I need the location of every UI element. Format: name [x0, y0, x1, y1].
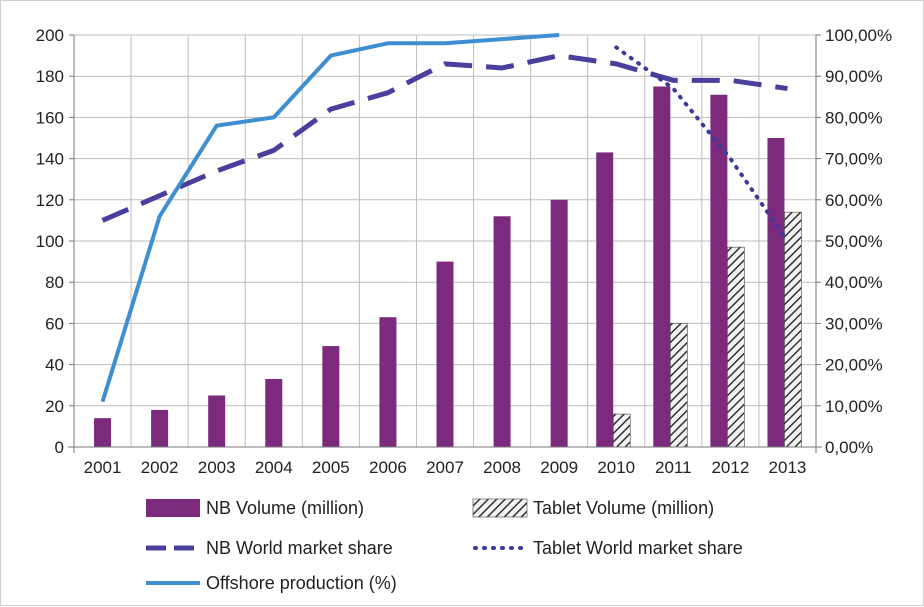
axis-layer: 0 20 40 60 80 100 120 140 160 180 200 0,00% 10,00% 20… [36, 26, 893, 477]
y-tick-label: 200 [36, 26, 64, 45]
bar-nb-volume [151, 409, 169, 447]
y2-tick-label: 80,00% [825, 108, 883, 127]
bar-layer [94, 86, 802, 448]
x-tick-label: 2007 [426, 458, 464, 477]
legend-swatch [146, 499, 200, 517]
legend-label: Offshore production (%) [206, 573, 397, 593]
bar-nb-volume [436, 261, 454, 447]
x-tick-label: 2013 [769, 458, 807, 477]
legend-item: Offshore production (%) [146, 573, 397, 593]
bar-nb-volume [94, 418, 112, 447]
y2-tick-label: 0,00% [825, 438, 873, 457]
y-tick-label: 80 [45, 273, 64, 292]
legend-label: Tablet Volume (million) [533, 498, 714, 518]
bar-nb-volume [208, 395, 226, 447]
x-tick-label: 2002 [141, 458, 179, 477]
bar-nb-volume [550, 199, 568, 447]
y2-tick-label: 30,00% [825, 314, 883, 333]
legend-swatch [472, 498, 528, 518]
bar-tablet-volume [784, 211, 802, 448]
x-tick-label: 2004 [255, 458, 293, 477]
x-tick-label: 2009 [540, 458, 578, 477]
bar-nb-volume [379, 317, 397, 447]
bar-tablet-volume [670, 323, 688, 448]
x-tick-label: 2010 [597, 458, 635, 477]
x-tick-label: 2005 [312, 458, 350, 477]
legend-label: Tablet World market share [533, 538, 743, 558]
y-tick-label: 40 [45, 356, 64, 375]
x-tick-label: 2012 [711, 458, 749, 477]
bar-nb-volume [493, 216, 511, 447]
y2-tick-label: 10,00% [825, 397, 883, 416]
x-tick-label: 2006 [369, 458, 407, 477]
legend-layer: NB Volume (million) Tablet Volume (millio… [146, 498, 743, 593]
bar-nb-volume [710, 94, 728, 448]
y2-tick-label: 20,00% [825, 356, 883, 375]
bar-tablet-volume [612, 413, 631, 448]
legend-item: Tablet World market share [473, 538, 743, 558]
y2-tick-label: 50,00% [825, 232, 883, 251]
bar-nb-volume [653, 86, 671, 447]
y-tick-label: 160 [36, 108, 64, 127]
line-tablet-market-share [614, 45, 790, 243]
line-layer [100, 33, 790, 403]
y2-tick-label: 90,00% [825, 67, 883, 86]
bar-nb-volume [767, 138, 785, 447]
x-tick-label: 2001 [84, 458, 122, 477]
y2-tick-label: 60,00% [825, 191, 883, 210]
legend-label: NB World market share [206, 538, 393, 558]
y-tick-label: 20 [45, 397, 64, 416]
y-tick-label: 100 [36, 232, 64, 251]
y2-tick-label: 40,00% [825, 273, 883, 292]
bar-tablet-volume [727, 246, 745, 448]
y-tick-label: 0 [55, 438, 64, 457]
x-tick-label: 2008 [483, 458, 521, 477]
bar-nb-volume [265, 379, 283, 447]
line-offshore-production [100, 33, 560, 403]
line-nb-market-share [101, 53, 788, 223]
y-tick-label: 140 [36, 150, 64, 169]
legend-label: NB Volume (million) [206, 498, 364, 518]
bar-nb-volume [322, 346, 340, 447]
y2-tick-label: 70,00% [825, 150, 883, 169]
legend-item: Tablet Volume (million) [472, 498, 714, 518]
x-tick-label: 2003 [198, 458, 236, 477]
x-tick-label: 2011 [655, 458, 692, 477]
y-tick-label: 180 [36, 67, 64, 86]
y-tick-label: 120 [36, 191, 64, 210]
bar-nb-volume [596, 152, 614, 448]
legend-item: NB Volume (million) [146, 498, 364, 518]
y-tick-label: 60 [45, 314, 64, 333]
y2-tick-label: 100,00% [825, 26, 892, 45]
legend-item: NB World market share [146, 538, 393, 558]
